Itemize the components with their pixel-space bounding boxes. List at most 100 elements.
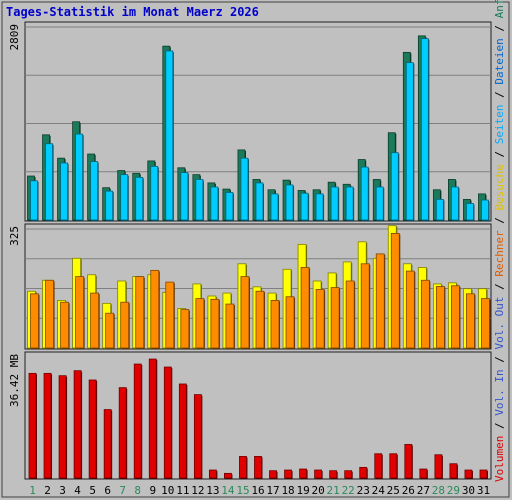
bar-volumen <box>359 466 368 479</box>
bar-volumen <box>269 470 277 479</box>
bar-rechner <box>345 280 355 349</box>
bar-dateien <box>45 143 53 221</box>
day-label: 2 <box>44 484 51 497</box>
legend-separator: / <box>493 85 506 105</box>
day-label: 25 <box>387 484 400 497</box>
bar-dateien <box>105 190 114 221</box>
bar-volumen <box>88 379 97 479</box>
bar-rechner <box>150 269 160 349</box>
day-label: 17 <box>266 484 279 497</box>
bar-volumen <box>118 387 127 479</box>
bar-volumen <box>224 472 232 479</box>
day-label: 16 <box>251 484 264 497</box>
day-label: 4 <box>74 484 81 497</box>
day-label: 15 <box>236 484 249 497</box>
bar-rechner <box>285 296 295 349</box>
bar-rechner <box>270 299 280 349</box>
bar-volumen <box>434 454 443 479</box>
bar-dateien <box>165 50 174 221</box>
day-label: 3 <box>59 484 66 497</box>
bar-dateien <box>466 203 474 221</box>
bar-dateien <box>435 198 444 221</box>
bar-rechner <box>300 267 310 349</box>
bar-dateien <box>420 38 429 221</box>
legend-text: Volumen / Vol. In / Vol. Out / Rechner /… <box>493 0 506 482</box>
bar-rechner <box>420 279 430 349</box>
bar-volumen <box>178 383 187 479</box>
legend-separator: / <box>493 210 506 230</box>
bar-rechner <box>105 312 115 349</box>
day-label: 7 <box>119 484 126 497</box>
legend-separator: / <box>493 416 506 436</box>
bar-dateien <box>225 192 234 221</box>
day-label: 30 <box>462 484 475 497</box>
bar-dateien <box>255 182 264 221</box>
bar-volumen <box>148 358 157 479</box>
bar-dateien <box>135 177 144 221</box>
day-label: 5 <box>89 484 96 497</box>
day-label: 28 <box>432 484 445 497</box>
bar-dateien <box>451 186 459 221</box>
bar-rechner <box>135 276 145 349</box>
legend-item: Rechner <box>493 230 506 277</box>
bar-volumen <box>73 370 82 479</box>
bar-volumen <box>254 456 262 479</box>
bar-rechner <box>90 292 100 349</box>
bar-dateien <box>75 133 83 221</box>
bar-volumen <box>58 375 67 479</box>
day-label: 27 <box>417 484 430 497</box>
legend-item: Vol. Out <box>493 297 506 350</box>
chart-panel-1: 2809 <box>8 21 492 222</box>
chart-panel-2: 325 <box>8 223 492 350</box>
bar-rechner <box>390 232 400 349</box>
bar-volumen <box>389 453 398 479</box>
bar-rechner <box>195 298 205 349</box>
bar-volumen <box>479 469 488 479</box>
bar-rechner <box>315 289 325 349</box>
legend-item: Anfragen <box>493 0 506 18</box>
legend-item: Vol. In <box>493 369 506 415</box>
day-label: 26 <box>402 484 415 497</box>
bar-volumen <box>344 470 353 479</box>
day-label: 12 <box>191 484 204 497</box>
bar-rechner <box>481 298 490 349</box>
day-label: 23 <box>357 484 370 497</box>
bar-rechner <box>375 253 385 349</box>
bar-rechner <box>330 287 340 349</box>
bar-dateien <box>330 186 339 221</box>
day-label: 21 <box>327 484 340 497</box>
bar-rechner <box>405 270 415 349</box>
legend-separator: / <box>493 350 506 370</box>
bar-dateien <box>285 184 294 221</box>
day-label: 19 <box>296 484 309 497</box>
chart-panel-3: 36.42 MB <box>8 351 492 480</box>
legend-item: Volumen <box>493 436 506 482</box>
bar-volumen <box>163 366 172 479</box>
day-label: 29 <box>447 484 460 497</box>
bar-volumen <box>419 468 428 479</box>
bar-rechner <box>45 279 54 349</box>
bar-dateien <box>315 193 324 221</box>
bar-volumen <box>239 456 247 479</box>
legend-separator: / <box>493 277 506 297</box>
bar-dateien <box>360 166 369 221</box>
bar-volumen <box>404 444 413 479</box>
bar-rechner <box>451 285 460 349</box>
day-label: 18 <box>281 484 294 497</box>
bar-volumen <box>133 363 142 479</box>
day-label: 11 <box>176 484 189 497</box>
legend-separator: / <box>493 18 506 38</box>
bar-dateien <box>345 186 354 221</box>
bar-dateien <box>180 172 189 221</box>
bar-volumen <box>193 394 202 479</box>
day-label: 13 <box>206 484 219 497</box>
day-axis: 1 2 3 4 5 6 7 8 9 10 11 12 13 14 15 16 17 18 19 20 21 22 23 24 2… <box>29 484 490 497</box>
day-label: 14 <box>221 484 235 497</box>
bar-volumen <box>314 469 323 479</box>
day-label: 6 <box>104 484 111 497</box>
bar-dateien <box>195 179 204 221</box>
max-value-label: 36.42 MB <box>8 354 21 407</box>
bar-volumen <box>103 409 112 479</box>
bar-dateien <box>150 166 159 221</box>
